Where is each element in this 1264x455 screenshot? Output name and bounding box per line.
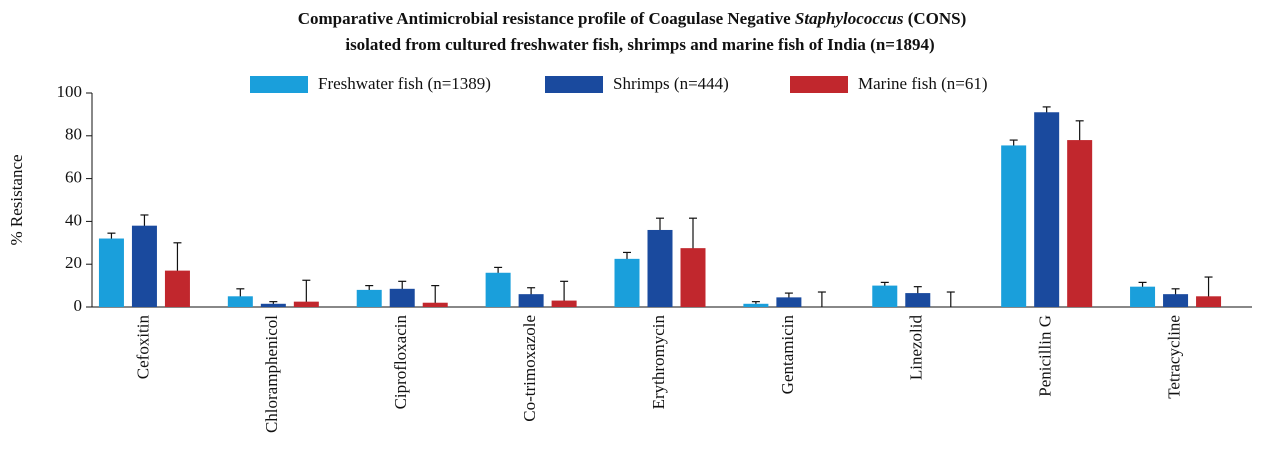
- bar: [1001, 145, 1027, 307]
- bar: [422, 302, 448, 307]
- legend-swatch: [250, 76, 308, 93]
- bar: [227, 296, 253, 307]
- bar: [260, 303, 286, 307]
- x-tick-label: Co-trimoxazole: [520, 315, 539, 422]
- bar: [1163, 294, 1189, 307]
- x-tick-label: Tetracycline: [1164, 315, 1183, 399]
- chart-title: Comparative Antimicrobial resistance pro…: [298, 9, 967, 28]
- x-tick-label: Ciprofloxacin: [391, 315, 410, 410]
- chart-title: isolated from cultured freshwater fish, …: [345, 35, 934, 54]
- bar: [389, 288, 415, 307]
- bar: [485, 272, 511, 307]
- bar: [551, 300, 577, 307]
- legend-swatch: [545, 76, 603, 93]
- legend-label: Shrimps (n=444): [613, 74, 729, 93]
- x-tick-label: Chloramphenicol: [262, 315, 281, 433]
- legend-label: Marine fish (n=61): [858, 74, 988, 93]
- title-part: Staphylococcus: [795, 9, 904, 28]
- legend-label: Freshwater fish (n=1389): [318, 74, 491, 93]
- bar: [872, 285, 898, 307]
- bar: [647, 229, 673, 307]
- error-bar: [946, 291, 955, 307]
- y-tick-label: 20: [65, 253, 82, 272]
- bar: [743, 303, 769, 307]
- x-tick-label: Cefoxitin: [133, 315, 152, 380]
- bar: [776, 297, 802, 307]
- x-tick-label: Linezolid: [907, 315, 926, 381]
- y-axis-label: % Resistance: [7, 154, 26, 245]
- bar: [356, 289, 382, 307]
- bar: [98, 238, 124, 307]
- y-tick-label: 40: [65, 210, 82, 229]
- y-tick-label: 100: [57, 82, 83, 101]
- bar: [1067, 140, 1093, 307]
- bar: [1130, 286, 1156, 307]
- bar: [164, 270, 190, 307]
- x-tick-label: Penicillin G: [1036, 315, 1055, 397]
- y-tick-label: 0: [74, 296, 83, 315]
- y-tick-label: 80: [65, 125, 82, 144]
- x-tick-label: Erythromycin: [649, 315, 668, 410]
- legend-swatch: [790, 76, 848, 93]
- bar: [905, 293, 931, 307]
- title-part: isolated from cultured freshwater fish, …: [345, 35, 934, 54]
- y-tick-label: 60: [65, 168, 82, 187]
- title-part: (CONS): [903, 9, 966, 28]
- error-bar: [817, 291, 826, 307]
- x-tick-label: Gentamicin: [778, 315, 797, 395]
- bar: [293, 301, 319, 307]
- bar: [518, 294, 544, 307]
- title-part: Comparative Antimicrobial resistance pro…: [298, 9, 795, 28]
- bar: [1034, 112, 1060, 307]
- bar: [614, 258, 640, 307]
- bar: [680, 248, 706, 307]
- bar: [1196, 296, 1222, 307]
- bar: [131, 225, 157, 307]
